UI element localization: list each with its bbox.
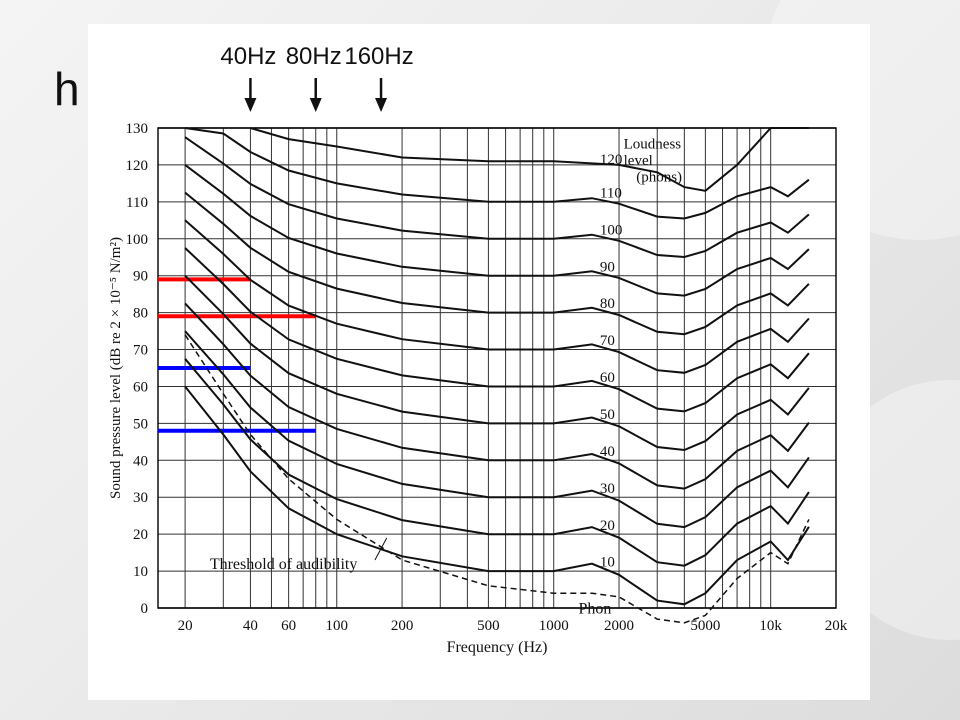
threshold-pointer — [374, 537, 388, 561]
phon-curve-60 — [184, 247, 810, 413]
x-tick-label: 100 — [326, 618, 349, 634]
x-tick-label: 10k — [759, 618, 782, 634]
grid-layer — [157, 127, 837, 609]
annotation-arrow-head — [244, 98, 257, 112]
x-tick-label: 60 — [281, 618, 296, 634]
phon-curve-90 — [184, 164, 810, 297]
legend-line-2: level — [624, 153, 653, 169]
phon-curve-30 — [184, 330, 810, 529]
phon-caption: Phon — [578, 601, 611, 618]
y-tick-label: 70 — [133, 343, 148, 359]
x-tick-label: 500 — [477, 618, 500, 634]
equal-loudness-chart: 10 20 30 40 50 60 70 80 90 100 110 120 0 10 20 30 40 50 60… — [108, 43, 848, 656]
y-tick-label: 120 — [126, 158, 149, 174]
phon-level-label: 120 — [600, 152, 623, 168]
legend-line-3: (phons) — [636, 170, 682, 186]
phon-curve-110 — [184, 127, 810, 220]
x-tick-label: 200 — [391, 618, 414, 634]
text-layer: 10 20 30 40 50 60 70 80 90 100 110 120 0 10 20 30 40 50 60… — [108, 121, 848, 656]
y-tick-label: 40 — [133, 453, 148, 469]
phon-curve-100 — [184, 136, 810, 259]
y-tick-label: 30 — [133, 490, 148, 506]
legend-line-1: Loudness — [624, 136, 682, 152]
phon-curve-120 — [250, 127, 809, 192]
phon-level-label: 90 — [600, 259, 615, 275]
phon-curve-80 — [184, 191, 810, 336]
phon-level-label: 30 — [600, 481, 615, 497]
annotation-arrow-head — [309, 98, 322, 112]
phon-level-label: 70 — [600, 333, 615, 349]
threshold-curve — [184, 334, 810, 624]
y-tick-label: 10 — [133, 564, 148, 580]
x-tick-label: 1000 — [539, 618, 569, 634]
phon-curve-50 — [184, 274, 810, 452]
threshold-label: Threshold of audibility — [210, 556, 358, 573]
phon-curve-10 — [184, 385, 810, 606]
y-tick-label: 0 — [141, 601, 149, 617]
y-tick-label: 20 — [133, 527, 148, 543]
annotation-arrow-head — [375, 98, 388, 112]
slide-title: h — [54, 63, 81, 115]
phon-level-label: 20 — [600, 518, 615, 534]
phon-curve-20 — [184, 358, 810, 567]
y-tick-label: 80 — [133, 306, 148, 322]
phon-level-label: 80 — [600, 296, 615, 312]
annotation-label-160hz: 160Hz — [344, 43, 413, 70]
highlight-layer — [158, 277, 316, 433]
x-tick-label: 2000 — [604, 618, 634, 634]
x-tick-label: 5000 — [690, 618, 720, 634]
phon-curve-70 — [184, 219, 810, 374]
plot-frame — [157, 127, 837, 609]
y-tick-label: 90 — [133, 269, 148, 285]
y-axis-label: Sound pressure level (dB re 2 × 10⁻⁵ N/m… — [108, 237, 124, 499]
phon-curve-40 — [184, 302, 810, 490]
x-tick-label: 40 — [243, 618, 258, 634]
y-tick-label: 50 — [133, 416, 148, 432]
curve-layer — [184, 127, 810, 624]
phon-level-label: 40 — [600, 444, 615, 460]
annotation-label-80hz: 80Hz — [286, 43, 342, 70]
phon-level-label: 60 — [600, 370, 615, 386]
x-axis-label: Frequency (Hz) — [447, 639, 548, 656]
phon-level-label: 10 — [600, 555, 615, 571]
phon-level-label: 50 — [600, 407, 615, 423]
x-tick-label: 20 — [178, 618, 193, 634]
y-tick-label: 100 — [126, 232, 149, 248]
phon-level-label: 110 — [600, 185, 622, 201]
phon-level-label: 100 — [600, 222, 623, 238]
annotation-layer: 40Hz 80Hz 160Hz — [220, 43, 414, 112]
figure-panel: 10 20 30 40 50 60 70 80 90 100 110 120 0 10 20 30 40 50 60… — [88, 24, 870, 700]
y-tick-label: 130 — [126, 121, 149, 137]
y-tick-label: 60 — [133, 379, 148, 395]
annotation-label-40hz: 40Hz — [220, 43, 276, 70]
y-tick-label: 110 — [126, 195, 148, 211]
x-tick-label: 20k — [825, 618, 848, 634]
